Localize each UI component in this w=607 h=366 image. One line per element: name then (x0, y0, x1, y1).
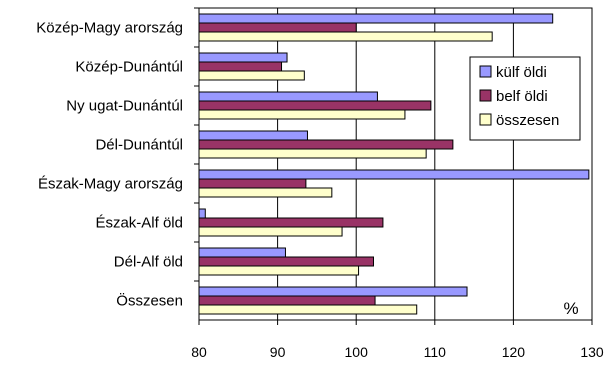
legend-label: belf öldi (496, 88, 548, 105)
bar-belfoldi (198, 139, 454, 150)
category-label: Dél-Alf öld (114, 254, 183, 271)
category-label: Közép-Dunántúl (75, 59, 183, 76)
category-label: Észak-Magy arország (38, 176, 183, 193)
bar-kulfoldi (198, 247, 286, 258)
category-label: Észak-Alf öld (95, 215, 183, 232)
unit-label: % (563, 299, 578, 318)
bar-belfoldi (198, 22, 357, 33)
bar-belfoldi (198, 256, 374, 267)
x-tick-label: 130 (580, 344, 604, 360)
bar-osszesen (198, 265, 360, 276)
x-tick-label: 110 (424, 344, 447, 360)
bar-kulfoldi (198, 208, 206, 219)
x-tick-label: 90 (270, 344, 286, 360)
bar-kulfoldi (198, 13, 554, 24)
legend-swatch (479, 89, 492, 102)
bar-osszesen (198, 70, 305, 81)
legend: külf öldi belf öldi összesen (469, 56, 581, 141)
legend-swatch (479, 113, 492, 126)
legend-label: összesen (496, 112, 559, 129)
bar-osszesen (198, 304, 418, 315)
bar-belfoldi (198, 217, 384, 228)
category-label: Ny ugat-Dunántúl (66, 98, 183, 115)
x-tick-label: 120 (502, 344, 526, 360)
bar-osszesen (198, 148, 427, 159)
legend-swatch (479, 65, 492, 78)
bar-kulfoldi (198, 91, 378, 102)
x-tick-label: 80 (191, 344, 207, 360)
bar-osszesen (198, 187, 333, 198)
category-label: Közép-Magy arország (36, 20, 183, 37)
bar-belfoldi (198, 61, 283, 72)
category-labels: Közép-Magy arország Közép-Dunántúl Ny ugat… (36, 20, 183, 310)
bar-belfoldi (198, 295, 376, 306)
category-label: Dél-Dunántúl (95, 137, 183, 154)
bar-osszesen (198, 226, 343, 237)
bar-kulfoldi (198, 52, 288, 63)
x-tick-label: 100 (345, 344, 369, 360)
bar-kulfoldi (198, 169, 590, 180)
category-label: Összesen (116, 292, 183, 310)
bar-kulfoldi (198, 130, 308, 141)
x-tick-labels: 80 90 100 110 120 130 (191, 344, 604, 360)
legend-label: külf öldi (496, 64, 547, 81)
bar-belfoldi (198, 100, 432, 111)
bar-osszesen (198, 31, 493, 42)
bar-kulfoldi (198, 286, 468, 297)
bar-belfoldi (198, 178, 307, 189)
bar-osszesen (198, 109, 406, 120)
bars (198, 13, 590, 315)
